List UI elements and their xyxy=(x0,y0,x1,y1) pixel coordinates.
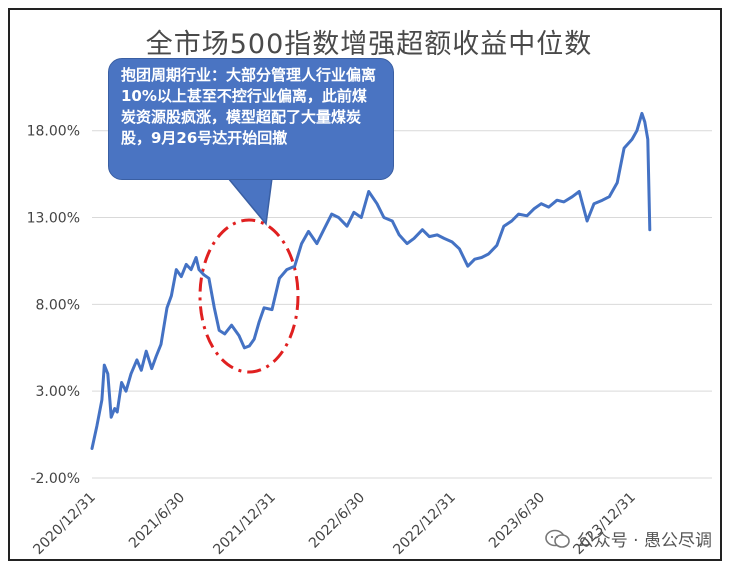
annotation-callout: 抱团周期行业：大部分管理人行业偏离10%以上甚至不控行业偏离，此前煤炭资源股疯涨… xyxy=(108,58,394,180)
y-tick-label: 8.00% xyxy=(36,297,80,313)
y-tick-label: 18.00% xyxy=(27,124,80,140)
y-tick-label: 13.00% xyxy=(27,211,80,227)
y-tick-label: -2.00% xyxy=(30,471,80,487)
x-tick-label: 2021/12/31 xyxy=(210,490,278,558)
y-axis: -2.00% 3.00% 8.00% 13.00% 18.00% xyxy=(27,124,80,487)
x-tick-label: 2022/6/30 xyxy=(306,490,368,552)
x-tick-label: 2021/6/30 xyxy=(126,490,188,552)
highlight-ellipse-shape xyxy=(198,218,300,374)
x-tick-label: 2020/12/31 xyxy=(30,490,98,558)
series-line-path xyxy=(90,111,652,450)
highlight-ellipse xyxy=(198,218,300,374)
chart-title: 全市场500指数增强超额收益中位数 xyxy=(145,29,593,60)
x-tick-label: 2022/12/31 xyxy=(390,490,458,558)
annotation-text: 抱团周期行业：大部分管理人行业偏离10%以上甚至不控行业偏离，此前煤炭资源股疯涨… xyxy=(121,66,377,147)
wechat-icon xyxy=(544,529,571,549)
gridlines xyxy=(92,130,712,479)
series-line xyxy=(90,111,652,450)
x-tick-label: 2023/6/30 xyxy=(486,490,548,552)
watermark: 公众号 · 愚公尽调 xyxy=(544,526,712,551)
y-tick-label: 3.00% xyxy=(36,384,80,400)
watermark-text: 公众号 · 愚公尽调 xyxy=(576,531,712,551)
